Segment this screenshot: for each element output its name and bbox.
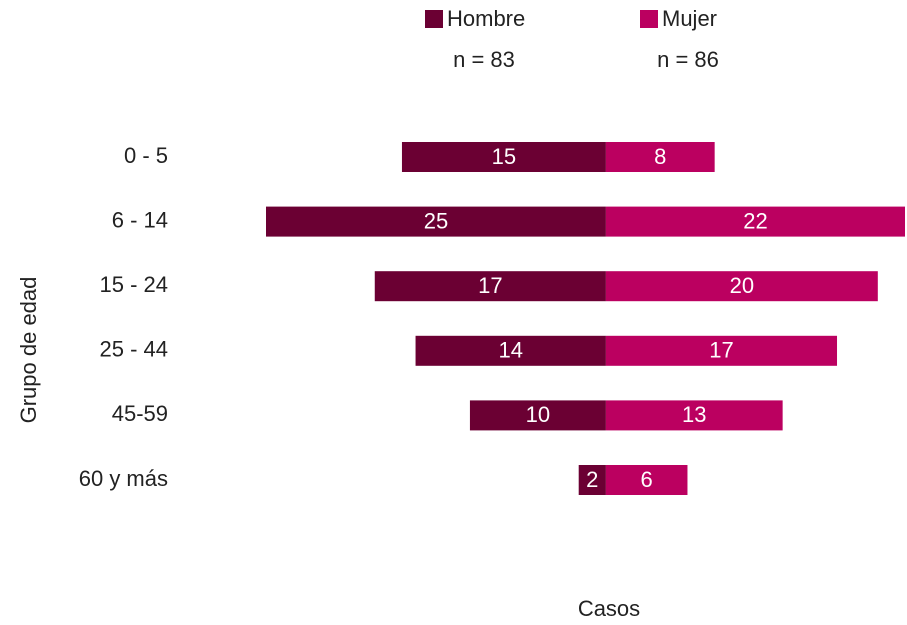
legend-label: Mujer xyxy=(662,6,717,31)
bar xyxy=(605,335,838,366)
annotation: n = 86 xyxy=(657,47,719,72)
y-tick-label: 25 - 44 xyxy=(100,337,169,362)
data-label: 22 xyxy=(743,208,767,233)
x-axis-label: Casos xyxy=(578,596,640,621)
y-tick-label: 45-59 xyxy=(112,401,168,426)
annotation: n = 83 xyxy=(453,47,515,72)
y-tick-label: 60 y más xyxy=(79,466,168,491)
data-label: 17 xyxy=(478,273,502,298)
y-axis-label: Grupo de edad xyxy=(16,277,41,424)
data-label: 17 xyxy=(709,338,733,363)
data-label: 2 xyxy=(586,467,598,492)
bar xyxy=(605,271,878,302)
y-tick-label: 15 - 24 xyxy=(100,272,169,297)
data-label: 15 xyxy=(492,144,516,169)
legend-swatch xyxy=(640,10,658,28)
bar xyxy=(415,335,606,366)
legend-swatch xyxy=(425,10,443,28)
bar xyxy=(401,142,606,172)
bar xyxy=(469,400,606,431)
data-label: 13 xyxy=(682,402,706,427)
bar xyxy=(374,271,606,302)
data-label: 25 xyxy=(424,208,448,233)
bar xyxy=(578,465,606,495)
data-label: 20 xyxy=(730,273,754,298)
bar xyxy=(605,465,688,495)
y-tick-label: 6 - 14 xyxy=(112,207,168,232)
y-tick-label: 0 - 5 xyxy=(124,143,168,168)
data-label: 10 xyxy=(526,402,550,427)
bar xyxy=(605,400,783,431)
bar xyxy=(605,206,905,237)
bar xyxy=(605,142,715,172)
data-label: 8 xyxy=(654,144,666,169)
legend-label: Hombre xyxy=(447,6,525,31)
data-label: 14 xyxy=(498,338,522,363)
bar xyxy=(266,206,606,237)
data-label: 6 xyxy=(641,467,653,492)
